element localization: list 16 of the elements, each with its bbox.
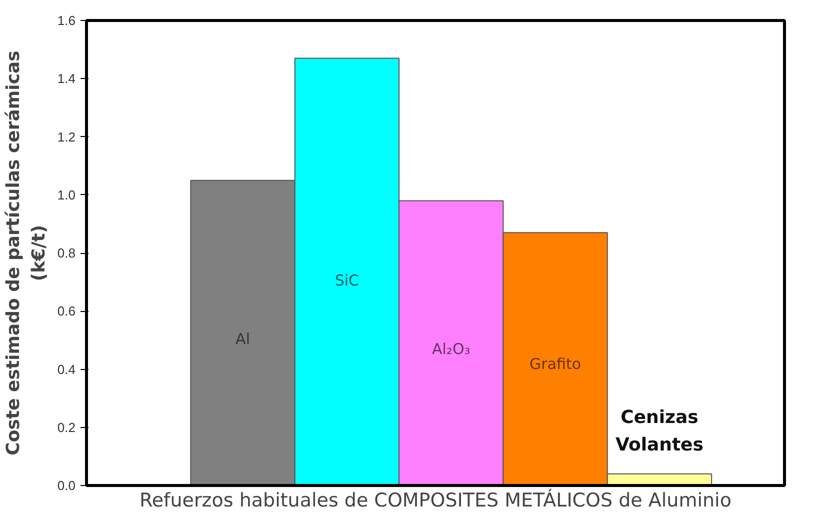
y-tick-label: 1.6 [57, 13, 76, 28]
x-tick-label: Al₂O₃ [432, 340, 470, 358]
x-tick-label: Grafito [530, 355, 582, 374]
y-tick-label: 0.0 [57, 478, 76, 493]
y-tick-label: 0.8 [57, 246, 76, 260]
y-axis-title: Coste estimado de partículas cerámicas (k€/t) [3, 50, 50, 456]
y-tick-label: 1.0 [57, 187, 76, 202]
x-tick-label: Cenizas Volantes [616, 406, 704, 456]
y-tick-label: 1.4 [57, 71, 76, 86]
y-tick-label: 0.2 [57, 420, 76, 435]
y-tick-label: 1.2 [57, 129, 76, 144]
x-axis-title: Refuerzos habituales de COMPOSITES METÁLICOS de Aluminio [140, 488, 732, 512]
x-tick-label: Al [236, 330, 250, 348]
y-tick-label: 0.6 [57, 304, 76, 319]
y-tick-label: 0.4 [57, 362, 76, 377]
x-tick-label: SiC [334, 271, 360, 290]
